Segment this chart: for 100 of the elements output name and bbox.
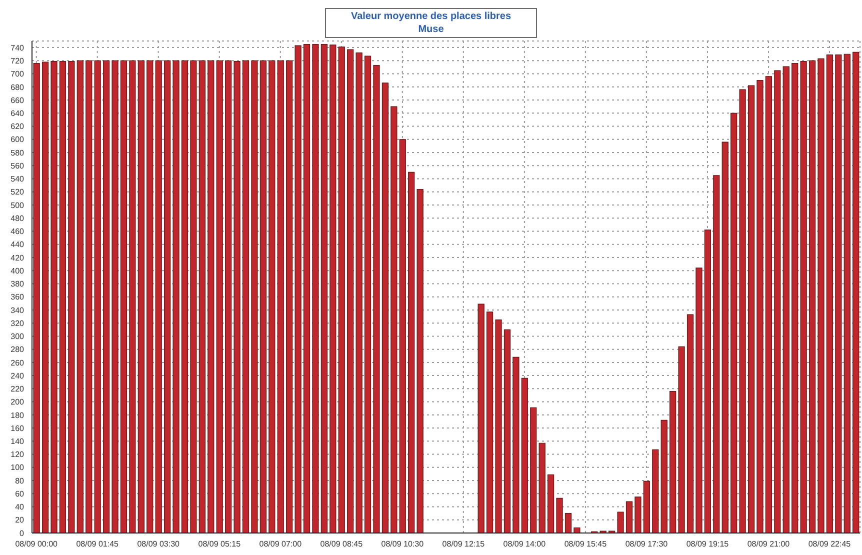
bar: [190, 60, 197, 533]
bar: [774, 70, 781, 533]
bar: [486, 312, 494, 533]
bar: [94, 60, 101, 533]
bar: [268, 60, 276, 533]
bar: [478, 304, 484, 533]
bar: [686, 314, 694, 533]
bar: [373, 64, 380, 533]
x-tick-label: 08/09 07:00: [259, 540, 302, 549]
y-tick-label: 240: [10, 371, 25, 380]
bar: [792, 63, 798, 533]
x-tick-label: 08/09 03:30: [137, 540, 180, 549]
y-tick-label: 540: [10, 174, 25, 184]
y-tick-label: 60: [15, 489, 25, 498]
bar: [696, 268, 702, 533]
y-tick-label: 380: [10, 280, 25, 289]
y-tick-label: 440: [10, 240, 25, 250]
bar: [364, 56, 372, 533]
y-tick-label: 520: [10, 188, 25, 197]
y-tick-label: 320: [10, 318, 25, 328]
y-tick-label: 140: [10, 437, 25, 446]
bar: [120, 60, 128, 533]
x-tick-label: 08/09 15:45: [564, 540, 608, 549]
bar: [670, 391, 676, 533]
bar: [704, 230, 711, 533]
y-tick-label: 260: [10, 358, 25, 368]
bar: [356, 52, 362, 533]
bar: [713, 175, 720, 533]
y-tick-label: 600: [10, 135, 25, 144]
bar: [722, 142, 728, 533]
bar: [208, 60, 214, 533]
y-tick-label: 20: [15, 516, 25, 525]
bar: [68, 61, 75, 533]
x-tick-label: 08/09 00:00: [15, 540, 58, 549]
y-tick-label: 420: [10, 253, 25, 262]
bar: [286, 60, 293, 533]
bar: [643, 480, 650, 533]
bar: [835, 54, 842, 533]
bar: [399, 139, 406, 533]
bar: [198, 60, 206, 533]
bar: [512, 356, 520, 533]
bar: [826, 54, 834, 533]
y-tick-label: 280: [10, 345, 25, 354]
bar: [756, 80, 764, 533]
y-tick-label: 700: [10, 70, 25, 79]
bar: [312, 44, 319, 533]
bar: [347, 49, 354, 533]
bar: [42, 62, 49, 533]
bar: [59, 61, 66, 533]
y-tick-label: 360: [10, 292, 25, 302]
y-tick-label: 0: [20, 528, 25, 538]
y-tick-label: 460: [10, 227, 25, 236]
bar: [112, 60, 118, 533]
x-tick-label: 08/09 05:15: [198, 540, 242, 549]
bar: [765, 76, 772, 533]
bar: [818, 58, 824, 533]
bar: [652, 449, 659, 533]
bar: [416, 188, 424, 533]
y-tick-label: 180: [10, 410, 25, 420]
y-tick-label: 500: [10, 200, 25, 210]
bar: [303, 44, 310, 533]
bar: [155, 60, 162, 533]
bar: [390, 106, 398, 533]
bar: [172, 60, 180, 533]
y-tick-label: 340: [10, 306, 25, 315]
x-tick-label: 08/09 01:45: [76, 540, 120, 549]
bar: [86, 60, 92, 533]
y-tick-label: 740: [10, 43, 25, 52]
bar: [320, 44, 328, 533]
y-tick-label: 620: [10, 122, 25, 132]
y-tick-label: 400: [10, 266, 25, 276]
y-tick-label: 680: [10, 82, 25, 92]
bar: [617, 512, 624, 533]
bar: [50, 61, 58, 533]
y-tick-label: 560: [10, 161, 25, 170]
y-tick-label: 40: [15, 502, 25, 512]
bar: [521, 378, 528, 533]
bar: [538, 442, 546, 533]
bar: [504, 329, 511, 533]
x-tick-label: 08/09 19:15: [686, 540, 730, 549]
bar: [634, 496, 642, 533]
bar: [574, 527, 580, 533]
bar: [660, 420, 668, 533]
bar: [338, 46, 345, 533]
bar: [129, 60, 136, 533]
chart-title: Valeur moyenne des places libres: [350, 10, 512, 23]
bar: [216, 60, 223, 533]
bar: [251, 60, 258, 533]
bar: [495, 320, 502, 533]
bar: [548, 474, 554, 533]
bar: [844, 54, 850, 533]
bar: [164, 60, 171, 533]
bar: [277, 60, 284, 533]
bar: [76, 60, 84, 533]
y-tick-label: 120: [10, 450, 25, 460]
bar: [138, 60, 144, 533]
x-tick-label: 08/09 10:30: [381, 540, 424, 549]
bar: [808, 60, 816, 533]
x-tick-label: 08/09 08:45: [320, 540, 364, 549]
y-tick-label: 720: [10, 56, 25, 66]
